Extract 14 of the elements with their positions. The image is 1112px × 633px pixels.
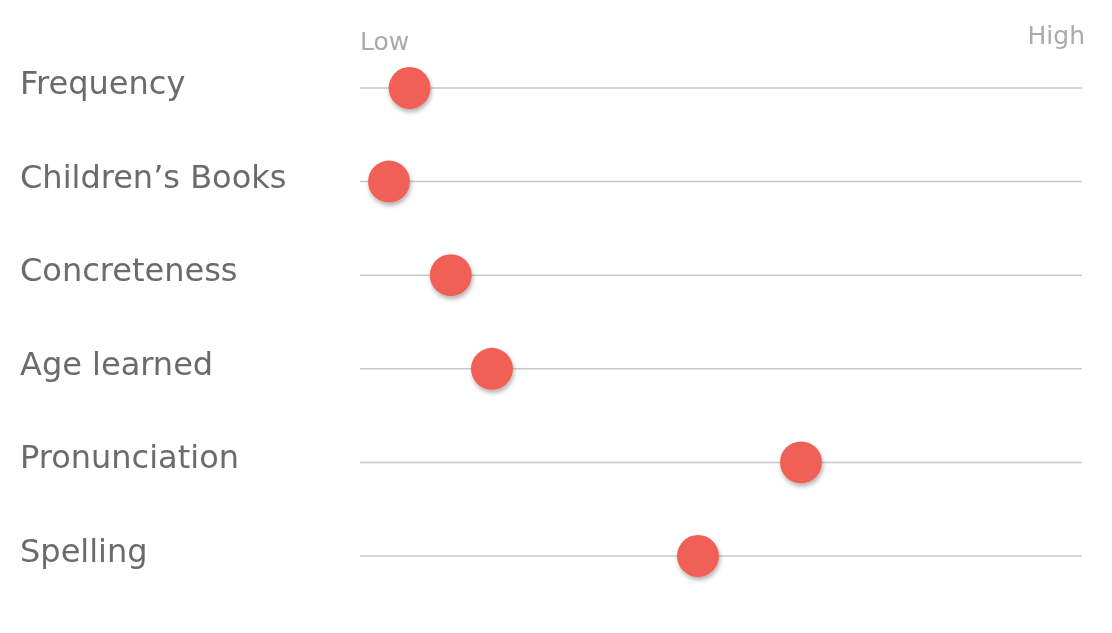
y-tick-label: Concreteness bbox=[20, 251, 238, 290]
y-tick-label: Frequency bbox=[20, 64, 186, 102]
text: High bbox=[1027, 21, 1085, 50]
y-tick-label: Age learned bbox=[20, 344, 214, 383]
point bbox=[368, 160, 410, 203]
point bbox=[429, 254, 472, 297]
y-tick-label: Pronunciation bbox=[20, 438, 239, 477]
point bbox=[677, 535, 719, 577]
y-tick-label: Spelling bbox=[20, 532, 148, 570]
point bbox=[471, 347, 513, 390]
annotation: Low bbox=[360, 27, 410, 56]
point bbox=[780, 441, 822, 484]
y-tick-label: Children’s Books bbox=[20, 157, 287, 196]
point bbox=[388, 67, 431, 109]
